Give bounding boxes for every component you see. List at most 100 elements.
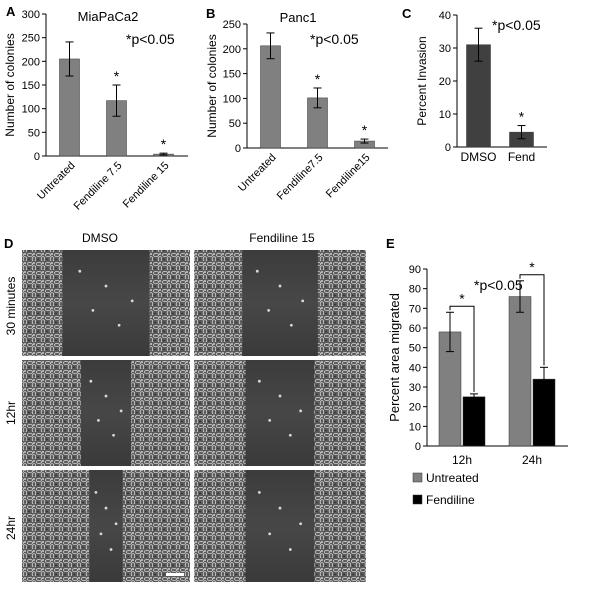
migrating-cell-0-0-4 bbox=[130, 299, 134, 303]
microscopy-row-label-30min: 30 minutes bbox=[4, 277, 18, 336]
micrograph-r2-c1 bbox=[194, 470, 366, 582]
migrating-cell-2-0-3 bbox=[109, 548, 113, 551]
legend-label-e-0: Untreated bbox=[426, 471, 479, 485]
y-tick-label-c-3: 30 bbox=[439, 43, 451, 55]
y-tick-label-a-2: 100 bbox=[22, 104, 40, 116]
y-tick-label-b-2: 100 bbox=[223, 93, 241, 105]
y-tick-label-a-6: 300 bbox=[22, 9, 40, 21]
y-tick-label-e-5: 50 bbox=[409, 343, 421, 355]
y-axis-label-e: Percent area migrated bbox=[387, 293, 402, 422]
wound-gap-0-1 bbox=[242, 250, 318, 356]
bar-e-0-1 bbox=[508, 296, 532, 447]
chart-title-b: Panc1 bbox=[280, 10, 317, 25]
panel-letter-b: B bbox=[206, 6, 215, 21]
migrating-cell-1-0-1 bbox=[97, 419, 100, 422]
x-tick-label-c-0: DMSO bbox=[461, 150, 497, 164]
migrating-cell-0-0-3 bbox=[117, 323, 121, 327]
bar-e-1-0 bbox=[462, 396, 486, 447]
migrating-cell-0-1-0 bbox=[255, 269, 259, 273]
legend-swatch-e-0 bbox=[412, 472, 423, 483]
migrating-cell-0-1-2 bbox=[278, 284, 282, 288]
x-tick-label-c-1: Fend bbox=[508, 150, 535, 164]
significance-bracket-e-1 bbox=[519, 274, 545, 366]
y-tick-label-a-1: 50 bbox=[28, 127, 40, 139]
micrograph-r1-c1 bbox=[194, 360, 366, 466]
migrating-cell-0-0-0 bbox=[78, 269, 82, 273]
y-tick-label-b-4: 200 bbox=[223, 44, 241, 56]
migrating-cell-1-1-3 bbox=[288, 433, 292, 437]
chart-title-a: MiaPaCa2 bbox=[78, 9, 139, 24]
migrating-cell-0-0-1 bbox=[91, 309, 95, 312]
panel-letter-c: C bbox=[402, 6, 412, 21]
y-tick-label-c-0: 0 bbox=[445, 142, 451, 154]
migrating-cell-2-0-0 bbox=[94, 491, 98, 494]
y-tick-label-a-5: 250 bbox=[22, 33, 40, 45]
panel-letter-d: D bbox=[4, 236, 13, 251]
sig-marker-a-1: * bbox=[114, 68, 120, 84]
migrating-cell-2-1-0 bbox=[257, 491, 261, 494]
y-tick-label-c-2: 20 bbox=[439, 76, 451, 88]
sig-marker-e-0: * bbox=[459, 290, 465, 306]
migrating-cell-1-0-2 bbox=[104, 394, 108, 398]
migrating-cell-2-0-2 bbox=[104, 506, 108, 510]
micrograph-r2-c0 bbox=[22, 470, 190, 582]
migrating-cell-0-1-3 bbox=[289, 323, 293, 327]
migrating-cell-2-1-2 bbox=[278, 506, 282, 510]
y-tick-label-e-8: 80 bbox=[409, 284, 421, 296]
significance-note-e: *p<0.05 bbox=[474, 277, 523, 293]
y-axis-label-a: Number of colonies bbox=[3, 33, 17, 136]
microscopy-row-label-12hr: 12hr bbox=[4, 401, 18, 425]
wound-gap-2-1 bbox=[245, 470, 315, 582]
panel-letter-a: A bbox=[6, 4, 16, 19]
chart-e-migration: 0 10 20 30 40 50 60 70 80 90 Percent area migrated… bbox=[387, 259, 568, 507]
wound-gap-2-0 bbox=[89, 470, 123, 582]
significance-note-c: *p<0.05 bbox=[492, 17, 541, 33]
panel-letter-e: E bbox=[386, 236, 395, 251]
y-tick-label-e-0: 0 bbox=[415, 441, 421, 453]
y-tick-label-e-6: 60 bbox=[409, 323, 421, 335]
migrating-cell-2-1-4 bbox=[299, 522, 303, 526]
sig-marker-c-1: * bbox=[519, 109, 525, 125]
y-tick-label-e-2: 20 bbox=[409, 402, 421, 414]
scale-bar bbox=[166, 573, 184, 576]
x-tick-label-a-1: Fendiline 7.5 bbox=[72, 160, 125, 213]
sig-marker-b-1: * bbox=[315, 71, 321, 87]
migrating-cell-1-0-4 bbox=[119, 409, 123, 413]
wound-gap-0-0 bbox=[62, 250, 150, 356]
migrating-cell-2-1-3 bbox=[288, 548, 292, 551]
y-tick-label-a-3: 150 bbox=[22, 80, 40, 92]
migrating-cell-1-1-2 bbox=[278, 394, 282, 398]
wound-gap-1-0 bbox=[80, 360, 132, 466]
x-tick-label-e-1: 24h bbox=[522, 453, 542, 467]
x-tick-label-a-0: Untreated bbox=[35, 160, 78, 203]
y-tick-label-b-3: 150 bbox=[223, 69, 241, 81]
migrating-cell-0-1-4 bbox=[301, 299, 305, 303]
x-tick-label-e-0: 12h bbox=[452, 453, 472, 467]
migrating-cell-1-1-4 bbox=[299, 409, 303, 413]
y-axis-label-b: Number of colonies bbox=[205, 34, 219, 137]
migrating-cell-1-0-3 bbox=[112, 433, 115, 437]
y-tick-label-a-0: 0 bbox=[34, 151, 40, 163]
migrating-cell-1-1-0 bbox=[257, 379, 261, 383]
y-axis-label-c: Percent Invasion bbox=[415, 36, 429, 125]
x-tick-label-b-1: Fendiline7.5 bbox=[275, 152, 326, 203]
bar-c-0 bbox=[466, 44, 491, 148]
legend-swatch-e-1 bbox=[412, 494, 423, 505]
x-tick-label-a-2: Fendiline 15 bbox=[121, 160, 172, 211]
y-tick-label-b-5: 250 bbox=[223, 19, 241, 31]
y-tick-label-c-1: 10 bbox=[439, 109, 451, 121]
sig-marker-e-1: * bbox=[529, 259, 535, 275]
y-tick-label-c-4: 40 bbox=[439, 10, 451, 22]
micrograph-r0-c0 bbox=[22, 250, 190, 356]
y-tick-label-a-4: 200 bbox=[22, 56, 40, 68]
y-tick-label-e-3: 30 bbox=[409, 382, 421, 394]
migrating-cell-2-1-1 bbox=[268, 532, 272, 536]
x-tick-label-b-0: Untreated bbox=[236, 152, 279, 195]
significance-bracket-e-0 bbox=[449, 305, 475, 392]
bar-b-0 bbox=[260, 45, 281, 149]
migrating-cell-1-0-0 bbox=[89, 379, 93, 383]
y-tick-label-b-1: 50 bbox=[229, 118, 241, 130]
y-tick-label-b-0: 0 bbox=[235, 143, 241, 155]
sig-marker-a-2: * bbox=[161, 136, 167, 152]
significance-note-b: *p<0.05 bbox=[310, 31, 359, 47]
